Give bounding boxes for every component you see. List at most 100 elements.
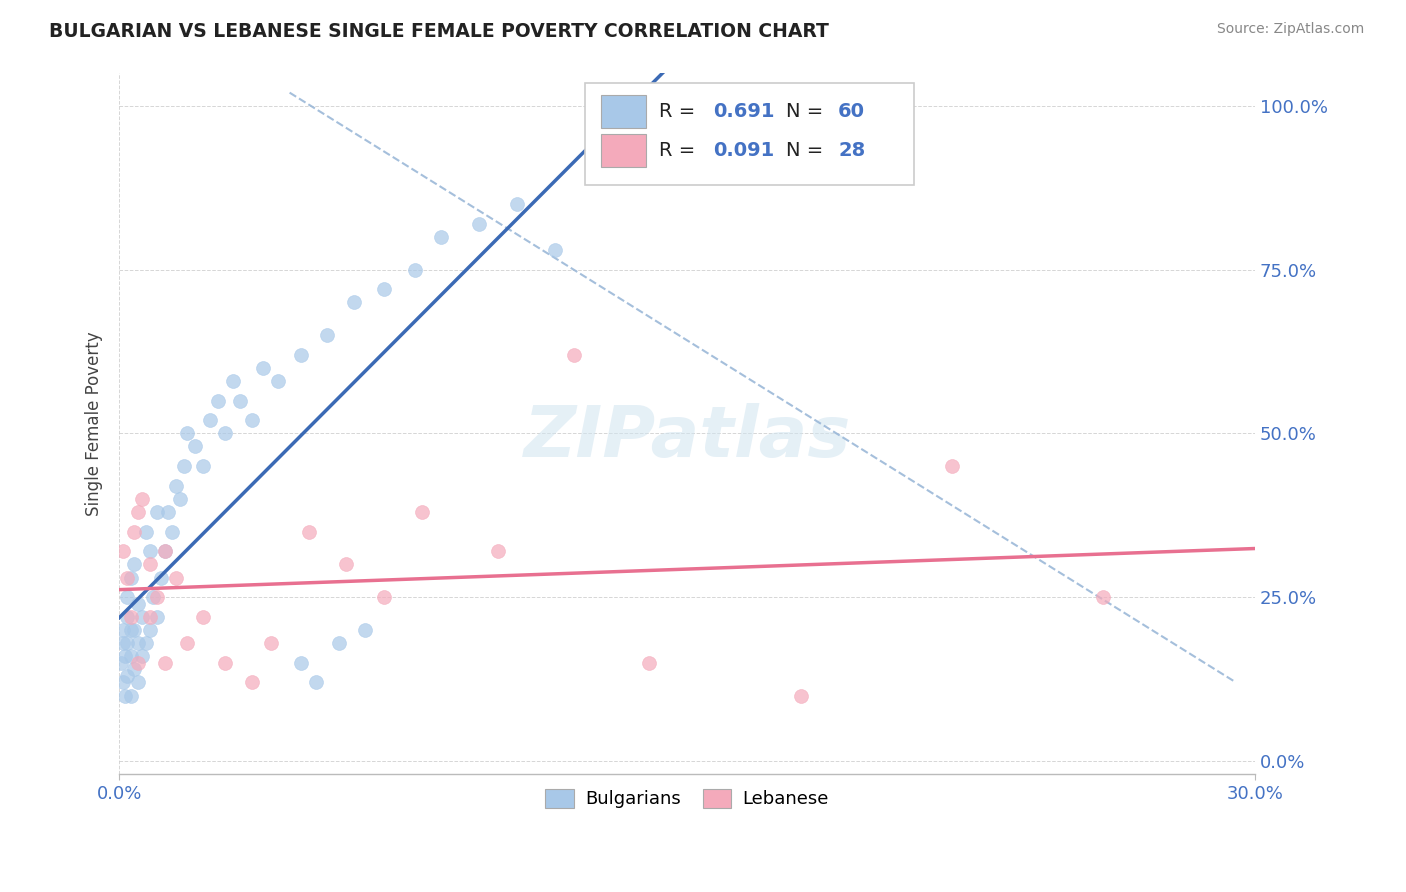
Point bbox=[506, 197, 529, 211]
Point bbox=[135, 524, 157, 539]
Point bbox=[214, 426, 236, 441]
Point bbox=[198, 413, 221, 427]
Point bbox=[142, 591, 165, 605]
Point bbox=[305, 675, 328, 690]
Point bbox=[468, 217, 491, 231]
Point bbox=[124, 558, 146, 572]
Point bbox=[146, 505, 169, 519]
Point bbox=[127, 675, 149, 690]
Point bbox=[120, 649, 142, 664]
Point bbox=[165, 479, 187, 493]
Point bbox=[138, 544, 160, 558]
Point bbox=[207, 393, 229, 408]
Point bbox=[153, 544, 176, 558]
Point bbox=[222, 374, 245, 388]
Point bbox=[127, 505, 149, 519]
Point bbox=[169, 491, 191, 506]
Point bbox=[120, 623, 142, 637]
Point bbox=[176, 426, 198, 441]
Point bbox=[562, 348, 585, 362]
Legend: Bulgarians, Lebanese: Bulgarians, Lebanese bbox=[538, 781, 837, 815]
Point bbox=[153, 656, 176, 670]
Point bbox=[240, 413, 263, 427]
Point bbox=[404, 262, 426, 277]
Point bbox=[252, 360, 274, 375]
Point bbox=[373, 591, 395, 605]
Point bbox=[115, 610, 138, 624]
Point bbox=[115, 669, 138, 683]
Point bbox=[112, 636, 135, 650]
Point bbox=[290, 348, 312, 362]
Point bbox=[112, 675, 135, 690]
Text: 28: 28 bbox=[838, 141, 865, 160]
Point bbox=[297, 524, 319, 539]
Point bbox=[146, 610, 169, 624]
Text: 0.691: 0.691 bbox=[713, 102, 775, 121]
Point bbox=[165, 570, 187, 584]
Point bbox=[184, 440, 207, 454]
Point bbox=[124, 662, 146, 676]
Point bbox=[110, 656, 132, 670]
Point bbox=[638, 656, 661, 670]
Point bbox=[131, 649, 153, 664]
Point bbox=[157, 505, 180, 519]
Point bbox=[316, 328, 339, 343]
Text: 0.091: 0.091 bbox=[713, 141, 775, 160]
Point bbox=[127, 597, 149, 611]
Point bbox=[114, 689, 136, 703]
Point bbox=[343, 295, 366, 310]
Point bbox=[138, 558, 160, 572]
Point bbox=[411, 505, 433, 519]
Point bbox=[486, 544, 509, 558]
FancyBboxPatch shape bbox=[600, 95, 647, 128]
Point bbox=[1092, 591, 1115, 605]
Point bbox=[260, 636, 283, 650]
Point bbox=[120, 689, 142, 703]
Point bbox=[115, 570, 138, 584]
Point bbox=[173, 459, 195, 474]
Point bbox=[328, 636, 350, 650]
Point bbox=[127, 656, 149, 670]
Point bbox=[941, 459, 963, 474]
Point bbox=[124, 623, 146, 637]
Text: R =: R = bbox=[658, 102, 702, 121]
Point bbox=[373, 282, 395, 296]
Point bbox=[430, 229, 453, 244]
Point bbox=[335, 558, 357, 572]
Point bbox=[229, 393, 252, 408]
Point bbox=[290, 656, 312, 670]
Point bbox=[127, 636, 149, 650]
Point bbox=[149, 570, 172, 584]
Point bbox=[191, 610, 214, 624]
Point bbox=[112, 544, 135, 558]
Point bbox=[543, 243, 565, 257]
Text: 60: 60 bbox=[838, 102, 865, 121]
Text: Source: ZipAtlas.com: Source: ZipAtlas.com bbox=[1216, 22, 1364, 37]
Point bbox=[191, 459, 214, 474]
Text: N =: N = bbox=[786, 102, 830, 121]
FancyBboxPatch shape bbox=[585, 84, 914, 186]
Point bbox=[789, 689, 811, 703]
Point bbox=[138, 610, 160, 624]
Point bbox=[135, 636, 157, 650]
Text: BULGARIAN VS LEBANESE SINGLE FEMALE POVERTY CORRELATION CHART: BULGARIAN VS LEBANESE SINGLE FEMALE POVE… bbox=[49, 22, 830, 41]
Point bbox=[354, 623, 377, 637]
Point bbox=[120, 570, 142, 584]
Point bbox=[120, 610, 142, 624]
Point bbox=[131, 610, 153, 624]
Point bbox=[131, 491, 153, 506]
Text: N =: N = bbox=[786, 141, 830, 160]
Point bbox=[114, 649, 136, 664]
Point bbox=[112, 623, 135, 637]
Point bbox=[124, 524, 146, 539]
Point bbox=[176, 636, 198, 650]
Point bbox=[115, 636, 138, 650]
Point bbox=[240, 675, 263, 690]
Y-axis label: Single Female Poverty: Single Female Poverty bbox=[86, 331, 103, 516]
Point bbox=[115, 591, 138, 605]
Point bbox=[267, 374, 290, 388]
FancyBboxPatch shape bbox=[600, 134, 647, 167]
Point bbox=[146, 591, 169, 605]
Point bbox=[138, 623, 160, 637]
Point bbox=[153, 544, 176, 558]
